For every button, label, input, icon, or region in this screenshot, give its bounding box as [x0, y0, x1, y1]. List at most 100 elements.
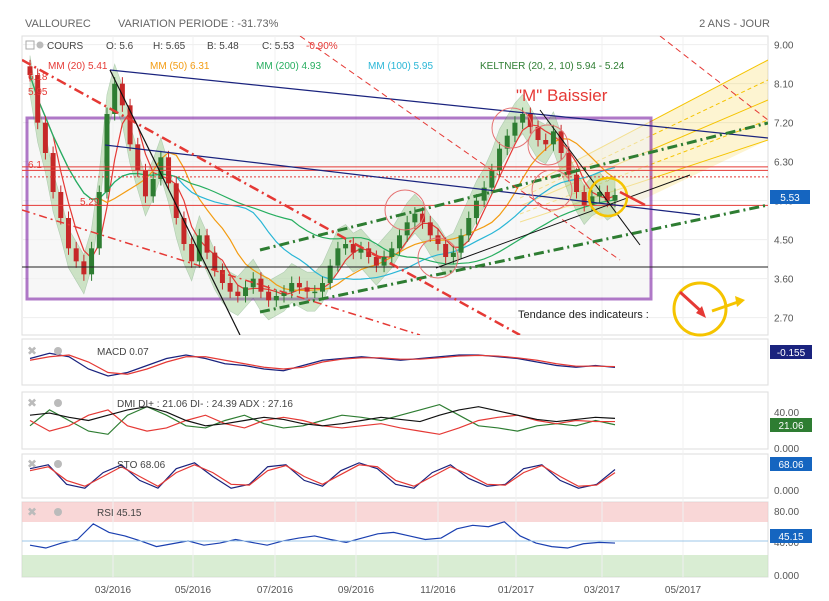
pattern-circle — [531, 169, 573, 211]
candle-body — [196, 235, 202, 262]
candle-body — [289, 283, 295, 292]
candle-body — [89, 248, 95, 275]
main-price-layer — [22, 36, 768, 335]
candle-body — [366, 248, 372, 257]
candle-body — [150, 179, 156, 197]
gear-icon[interactable] — [54, 347, 62, 355]
rsi-layer — [22, 521, 768, 549]
candle-body — [320, 283, 325, 292]
candle-body — [335, 248, 341, 266]
close-icon[interactable]: ✖ — [27, 396, 37, 410]
resistance-line — [109, 69, 768, 139]
period-label: 2 ANS - JOUR — [699, 18, 770, 30]
mm200-legend: MM (200) 4.93 — [256, 61, 321, 72]
sto-layer — [29, 462, 616, 489]
close-icon[interactable]: ✖ — [27, 344, 37, 358]
trend-line — [109, 69, 241, 335]
candle-body — [266, 291, 272, 301]
x-tick-label: 01/2017 — [498, 585, 535, 596]
y-tick-label: 40.00 — [774, 408, 799, 419]
candle-body — [581, 192, 587, 205]
price-tag: 5.53 — [770, 190, 810, 204]
candle-body — [42, 122, 48, 153]
dmi-series-line — [29, 406, 616, 427]
y-tick-label: 80.00 — [774, 507, 799, 518]
sto-tag: 68.06 — [770, 457, 812, 471]
candle-body — [127, 105, 133, 145]
close-icon[interactable]: ✖ — [27, 457, 37, 471]
candle-body — [450, 252, 456, 257]
candle-body — [350, 244, 356, 253]
candle-body — [343, 244, 349, 249]
candle-body — [135, 144, 141, 171]
pattern-circle — [527, 124, 569, 166]
candle-body — [158, 157, 164, 179]
svg-text:-0.155: -0.155 — [777, 348, 806, 359]
trend-down-icon — [672, 281, 745, 337]
y-tick-label: 40.00 — [774, 538, 799, 549]
pattern-annotation: "M" Baissier — [516, 86, 608, 105]
downtrend-line — [299, 36, 621, 261]
x-tick-label: 09/2016 — [338, 585, 375, 596]
macd-series-line — [29, 354, 616, 375]
trend-annotation: Tendance des indicateurs : — [518, 309, 649, 321]
candle-body — [204, 235, 210, 253]
mm100-legend: MM (100) 5.95 — [368, 61, 433, 72]
variation-label: VARIATION PERIODE : -31.73% — [118, 18, 279, 30]
ohlc-high: H: 5.65 — [153, 41, 186, 52]
rsi-oversold-zone — [22, 555, 768, 577]
level-595: 5.95 — [28, 87, 48, 98]
y-tick-label: 9.00 — [774, 41, 794, 52]
rsi-series-line — [29, 521, 616, 549]
candle-body — [373, 257, 379, 266]
rsi-controls: ✖ RSI 45.15 — [27, 505, 142, 519]
candle-body — [520, 114, 526, 123]
y-tick-label: 0.000 — [774, 486, 799, 497]
macd-series-line — [29, 352, 616, 377]
arrow-down — [619, 190, 646, 207]
gear-icon[interactable] — [54, 399, 62, 407]
y-tick-label: 0.000 — [774, 444, 799, 455]
candle-body — [304, 287, 310, 292]
candle-body — [181, 218, 187, 244]
symbol-title: VALLOUREC — [25, 18, 91, 30]
candle-body — [558, 131, 564, 153]
level-618: 6.18 — [28, 72, 48, 83]
candle-body — [420, 213, 426, 223]
y-tick-label: 0.000 — [774, 571, 799, 582]
trend-line — [435, 174, 691, 269]
candle-body — [104, 114, 110, 192]
close-icon[interactable]: ✖ — [27, 505, 37, 519]
candle-body — [250, 278, 256, 288]
gear-icon[interactable] — [54, 460, 62, 468]
sto-series-line — [29, 464, 616, 487]
candle-body — [281, 291, 287, 296]
level-529: 5.29 — [80, 197, 100, 208]
candle-body — [535, 127, 541, 140]
sto-panel — [21, 453, 769, 499]
macd-label: MACD 0.07 — [97, 347, 149, 358]
x-tick-label: 03/2017 — [584, 585, 621, 596]
x-tick-label: 05/2017 — [665, 585, 702, 596]
dmi-panel — [21, 391, 769, 450]
legend-row-1: COURS O: 5.6 H: 5.65 B: 5.48 C: 5.53 -0.… — [25, 40, 338, 52]
pattern-circle — [417, 237, 459, 279]
macd-layer — [29, 352, 616, 377]
candle-body — [550, 131, 556, 145]
gear-icon[interactable] — [54, 508, 62, 516]
candle-body — [227, 283, 233, 292]
candle-body — [566, 153, 572, 175]
candle-body — [65, 218, 71, 249]
svg-text:5.53: 5.53 — [780, 193, 800, 204]
close-legend-icon[interactable] — [25, 40, 35, 50]
candle-body — [543, 140, 549, 145]
candle-body — [427, 222, 433, 236]
ohlc-variation: -0.90% — [306, 41, 338, 52]
dmi-layer — [29, 403, 616, 435]
y-tick-label: 7.20 — [774, 119, 794, 130]
gear-icon[interactable] — [36, 41, 44, 49]
channel-line-lower — [259, 203, 768, 314]
mm20-legend: MM (20) 5.41 — [48, 61, 108, 72]
candle-body — [574, 174, 580, 192]
